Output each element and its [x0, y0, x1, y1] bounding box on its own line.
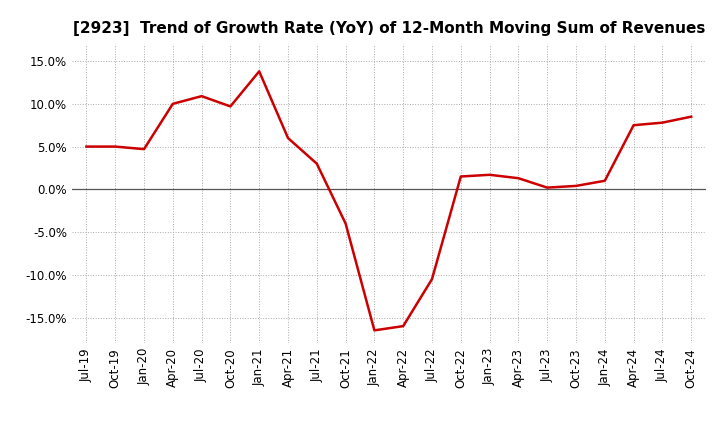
Title: [2923]  Trend of Growth Rate (YoY) of 12-Month Moving Sum of Revenues: [2923] Trend of Growth Rate (YoY) of 12-…: [73, 21, 705, 36]
